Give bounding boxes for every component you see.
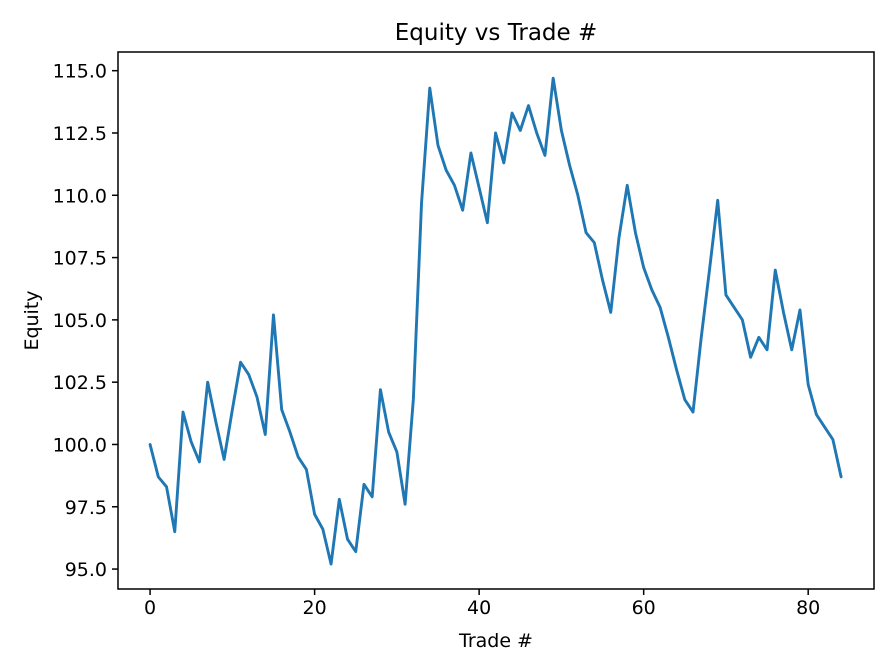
y-axis-label: Equity	[21, 290, 43, 350]
y-tick-label: 112.5	[53, 123, 107, 145]
y-axis-ticks: 95.0 97.5 100.0 102.5 105.0 107.5 110.0 112.5 11…	[53, 61, 118, 581]
x-tick-label: 20	[303, 597, 327, 619]
x-tick-label: 0	[144, 597, 156, 619]
y-tick-label: 110.0	[53, 185, 107, 207]
y-tick-label: 102.5	[53, 372, 107, 394]
y-tick-label: 115.0	[53, 61, 107, 83]
x-axis-ticks: 0 20 40 60 80	[144, 589, 820, 619]
line-series-group	[148, 76, 843, 566]
y-tick-label: 105.0	[53, 310, 107, 332]
chart-title: Equity vs Trade #	[395, 20, 598, 46]
y-tick-label: 97.5	[65, 497, 107, 519]
x-axis-label: Trade #	[458, 630, 533, 652]
y-tick-label: 95.0	[65, 559, 107, 581]
y-tick-label: 107.5	[53, 248, 107, 270]
y-tick-label: 100.0	[53, 434, 107, 456]
x-tick-label: 80	[796, 597, 820, 619]
equity-line-series	[148, 76, 843, 566]
x-tick-label: 40	[467, 597, 491, 619]
x-tick-label: 60	[632, 597, 656, 619]
